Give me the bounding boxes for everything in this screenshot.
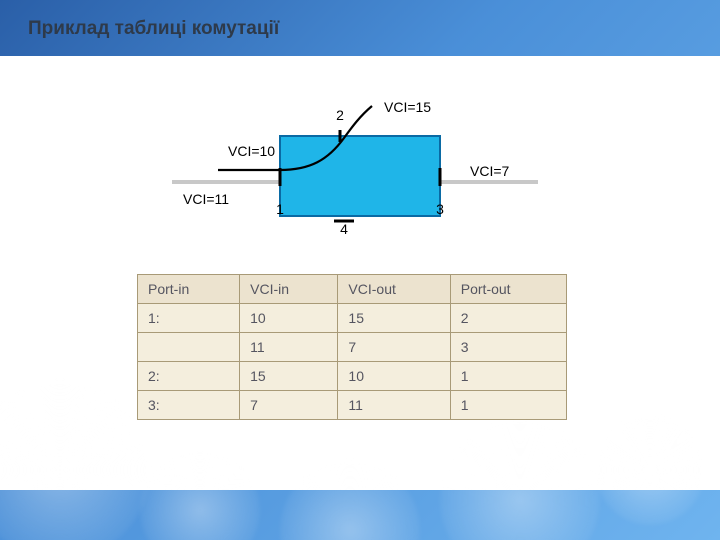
switch-diagram: 1 2 3 4 VCI=10 VCI=11 VCI=15 VCI=7 <box>0 56 720 266</box>
table-cell: 3: <box>138 391 240 420</box>
table-cell: 15 <box>240 362 338 391</box>
table-cell: 1 <box>450 391 566 420</box>
bokeh-circle <box>595 415 705 525</box>
port-label: 2 <box>336 107 344 123</box>
table-header-cell: Port-in <box>138 275 240 304</box>
switching-table: Port-inVCI-inVCI-outPort-out 1:101521173… <box>137 274 567 420</box>
table-body: 1:1015211732:151013:7111 <box>138 304 567 420</box>
port-label: 3 <box>436 201 444 217</box>
table-cell: 3 <box>450 333 566 362</box>
table-cell: 1: <box>138 304 240 333</box>
switch-box <box>280 136 440 216</box>
vci-label: VCI=10 <box>228 143 275 159</box>
table-cell: 10 <box>338 362 450 391</box>
switching-table-wrap: Port-inVCI-inVCI-outPort-out 1:101521173… <box>137 274 567 420</box>
table-header-cell: Port-out <box>450 275 566 304</box>
table-cell: 7 <box>240 391 338 420</box>
vci-label: VCI=11 <box>183 191 229 207</box>
table-header-cell: VCI-in <box>240 275 338 304</box>
slide-title: Приклад таблиці комутації <box>28 18 279 40</box>
vci-label: VCI=7 <box>470 163 510 179</box>
table-cell: 10 <box>240 304 338 333</box>
table-cell: 11 <box>338 391 450 420</box>
table-cell: 15 <box>338 304 450 333</box>
table-row: 3:7111 <box>138 391 567 420</box>
port-label: 4 <box>340 221 348 237</box>
table-row: 2:15101 <box>138 362 567 391</box>
table-header-cell: VCI-out <box>338 275 450 304</box>
table-cell: 1 <box>450 362 566 391</box>
table-cell: 7 <box>338 333 450 362</box>
slide-root: Приклад таблиці комутації 1234 VCI=10VCI… <box>0 0 720 540</box>
table-cell: 2: <box>138 362 240 391</box>
port-label: 1 <box>276 201 284 217</box>
table-cell <box>138 333 240 362</box>
table-cell: 2 <box>450 304 566 333</box>
vci-label: VCI=15 <box>384 99 431 115</box>
table-row: 1:10152 <box>138 304 567 333</box>
table-cell: 11 <box>240 333 338 362</box>
table-row: 1173 <box>138 333 567 362</box>
table-header-row: Port-inVCI-inVCI-outPort-out <box>138 275 567 304</box>
